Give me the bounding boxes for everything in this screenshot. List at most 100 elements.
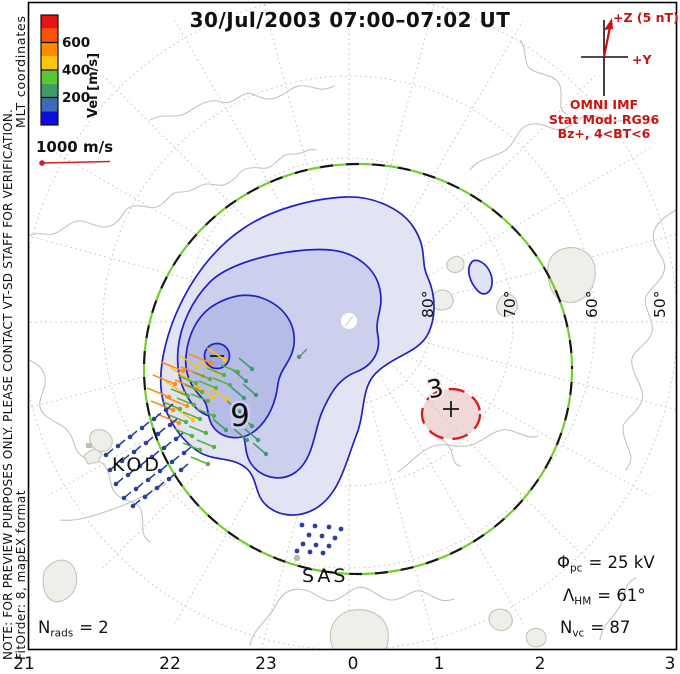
stat-nvc-sub: vc (572, 628, 584, 640)
velocity-vector-tail (178, 354, 198, 368)
velocity-vector-dot (320, 550, 326, 556)
velocity-vector-dot (154, 485, 160, 491)
velocity-vector-dot (237, 409, 243, 415)
velocity-vector-tail (252, 442, 267, 455)
imf-z-label: +Z (5 nT) (613, 10, 679, 25)
velocity-vector-dot (338, 526, 344, 532)
island-outline (446, 255, 465, 274)
velocity-vector-tail (190, 456, 209, 465)
mlt-label-21: 21 (13, 654, 35, 674)
velocity-vector-dot (155, 431, 161, 437)
plot-title: 30/Jul/2003 07:00–07:02 UT (190, 8, 511, 32)
plot-border (27, 1, 678, 651)
velocity-vector-dot (207, 376, 213, 382)
preview-note: NOTE: FOR PREVIEW PURPOSES ONLY. PLEASE … (1, 109, 15, 660)
velocity-vector-dot (223, 427, 229, 433)
stat-nvc-sym: N (560, 618, 572, 637)
stat-n-rads: Nrads = 2 (38, 618, 109, 640)
velocity-vector-tail (196, 408, 215, 417)
velocity-vector-tail (152, 374, 176, 385)
velocity-vector-tail (242, 383, 257, 396)
hmb-black-dashes (142, 162, 574, 576)
velocity-vector-dot (211, 444, 217, 450)
hudson-bay-outline (330, 609, 389, 649)
imf-arrowhead (604, 18, 613, 30)
colorbar-segment (41, 97, 58, 112)
velocity-vector-dot (294, 548, 300, 554)
velocity-vector-dot (133, 486, 139, 492)
velocity-vector-dot (241, 395, 247, 401)
imf-source-label: OMNI IMF (570, 97, 638, 112)
velocity-vector-dot (173, 436, 179, 442)
coastline-path (469, 115, 625, 171)
velocity-vector-tail (150, 400, 174, 411)
velocity-vector-dot (221, 372, 227, 378)
velocity-vector-dot (180, 368, 186, 374)
stat-lam-sub: HM (574, 596, 591, 608)
velocity-vector-dot (125, 472, 131, 478)
mlt-label-23: 23 (255, 654, 277, 674)
velocity-vector-dot (319, 533, 325, 539)
stat-phi-pc: Φpc = 25 kV (557, 553, 655, 575)
velocity-vector-tail (194, 384, 214, 398)
mlt-label-22: 22 (159, 654, 181, 674)
mlt-label-1: 1 (434, 654, 445, 674)
lat-label-70: 70° (501, 291, 519, 318)
colorbar-segment (41, 15, 58, 29)
reference-vector: 1000 m/s (36, 138, 113, 166)
velocity-vector-tail (230, 386, 245, 399)
velocity-vector-tail (192, 371, 211, 380)
pole-marker (340, 312, 358, 330)
velocity-vector-dot (307, 549, 313, 555)
velocity-vector-dot (190, 417, 196, 423)
velocity-vector-dot (249, 366, 255, 372)
stat-nrads-value: = 2 (79, 618, 109, 637)
velocity-vector-dot (163, 407, 169, 413)
velocity-vector-dot (139, 425, 145, 431)
small-negative-contour (468, 259, 493, 295)
heppner-maynard-boundary (142, 162, 574, 576)
velocity-vector-dot (183, 419, 189, 425)
velocity-vector-dot (213, 385, 219, 391)
stat-phi-sub: pc (570, 563, 583, 575)
mlt-label-2: 2 (535, 654, 546, 674)
velocity-vector-dot (227, 382, 233, 388)
stat-nrads-sym: N (38, 618, 50, 637)
coastline-path (599, 577, 637, 641)
pole-dot-detail (344, 315, 354, 327)
reference-vector-label: 1000 m/s (36, 138, 113, 156)
velocity-vector-dot (203, 430, 209, 436)
velocity-vector-dot (185, 393, 191, 399)
velocity-vector-tail (170, 367, 190, 381)
colorbar-segment (41, 56, 58, 70)
colorbar-segment (41, 70, 58, 84)
velocity-vector-tail (220, 364, 239, 373)
velocity-vector-tail (178, 375, 197, 384)
colorbar-tick-label-200: 200 (62, 90, 90, 106)
island-outline (496, 293, 519, 317)
velocity-vector-dot (225, 397, 231, 403)
velocity-vector-dot (208, 360, 214, 366)
velocity-vector-tail (233, 428, 248, 441)
stat-lambda-hm: ΛHM = 61° (563, 586, 646, 608)
lat-label-60: 60° (583, 291, 601, 318)
velocity-vector-tail (156, 413, 180, 424)
colorbar-segment (41, 111, 58, 125)
negative-potential-cell (159, 196, 493, 516)
mlt-meridian-line (357, 330, 596, 569)
velocity-vector-dot (103, 452, 109, 458)
imf-model-label: Stat Mod: RG96 (549, 112, 660, 127)
velocity-vector-tail (188, 353, 212, 364)
velocity-vector-dot (177, 406, 183, 412)
velocity-vector-tail (212, 377, 231, 386)
velocity-vector-tail (174, 428, 193, 437)
colorbar-segment (41, 42, 58, 57)
velocity-vector-dot (142, 494, 148, 500)
velocity-vector-dot (197, 416, 203, 422)
velocity-vector-tail (164, 396, 188, 407)
velocity-vector-dot (244, 437, 250, 443)
mlt-coordinates-note: MLT coordinates (13, 15, 28, 128)
velocity-vector-dot (205, 461, 211, 467)
stat-lam-sym: Λ (563, 586, 575, 605)
